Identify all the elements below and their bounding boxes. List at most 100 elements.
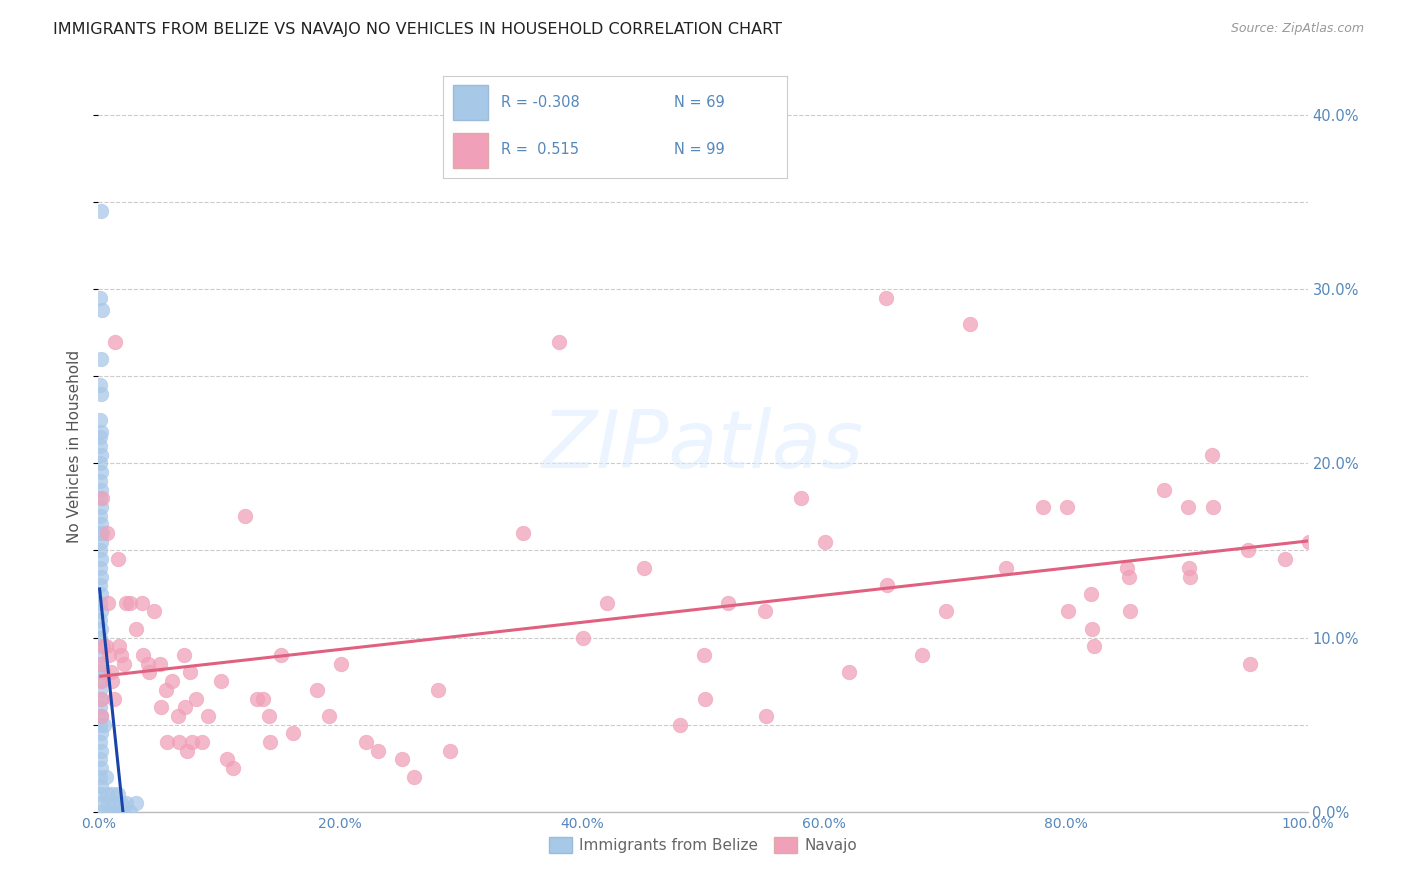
- Point: [94, 770, 117, 784]
- Point: [90, 500, 112, 514]
- Point: [89, 526, 111, 541]
- Point: [160, 674, 183, 689]
- Point: [90, 657, 112, 671]
- Point: [814, 534, 837, 549]
- Point: [790, 491, 813, 506]
- Point: [1083, 640, 1105, 654]
- Point: [252, 691, 274, 706]
- Point: [1237, 543, 1260, 558]
- Point: [1116, 561, 1139, 575]
- Point: [89, 613, 111, 627]
- Point: [1081, 622, 1104, 636]
- Point: [90, 534, 112, 549]
- Point: [307, 682, 329, 697]
- Point: [995, 561, 1018, 575]
- Point: [89, 291, 111, 305]
- Point: [90, 640, 112, 654]
- Point: [90, 657, 112, 671]
- Point: [97, 596, 120, 610]
- Point: [875, 291, 897, 305]
- Point: [1178, 561, 1201, 575]
- Point: [633, 561, 655, 575]
- Point: [90, 709, 112, 723]
- Point: [89, 491, 111, 506]
- Point: [215, 752, 238, 766]
- Point: [91, 491, 114, 506]
- Point: [512, 526, 534, 541]
- Point: [179, 665, 201, 680]
- Point: [1239, 657, 1261, 671]
- Point: [281, 726, 304, 740]
- Point: [100, 665, 122, 680]
- Point: [98, 805, 121, 819]
- Point: [89, 596, 111, 610]
- Point: [89, 543, 111, 558]
- Point: [90, 425, 112, 439]
- Point: [118, 596, 141, 610]
- Point: [90, 691, 112, 706]
- Point: [100, 787, 122, 801]
- Point: [755, 709, 778, 723]
- Point: [90, 386, 112, 401]
- Point: [1298, 534, 1320, 549]
- Point: [90, 203, 112, 218]
- Point: [149, 657, 172, 671]
- Point: [367, 744, 389, 758]
- Text: Source: ZipAtlas.com: Source: ZipAtlas.com: [1230, 22, 1364, 36]
- Point: [156, 735, 179, 749]
- Point: [180, 735, 202, 749]
- Point: [89, 717, 111, 731]
- Point: [197, 709, 219, 723]
- Point: [90, 779, 112, 793]
- Point: [1032, 500, 1054, 514]
- Point: [1118, 569, 1140, 583]
- Bar: [453, 133, 488, 168]
- Y-axis label: No Vehicles in Household: No Vehicles in Household: [67, 350, 83, 542]
- Point: [90, 709, 112, 723]
- Point: [1274, 552, 1296, 566]
- Point: [138, 665, 160, 680]
- Point: [90, 761, 112, 775]
- Point: [96, 787, 118, 801]
- Point: [717, 596, 740, 610]
- Text: N = 99: N = 99: [673, 142, 724, 157]
- Point: [1177, 500, 1199, 514]
- Point: [90, 796, 112, 810]
- Point: [107, 787, 129, 801]
- Point: [89, 631, 111, 645]
- Point: [150, 700, 173, 714]
- Point: [391, 752, 413, 766]
- Point: [1056, 500, 1078, 514]
- Point: [427, 682, 450, 697]
- Point: [90, 483, 112, 497]
- Point: [125, 796, 148, 810]
- Point: [1153, 483, 1175, 497]
- Point: [596, 596, 619, 610]
- Point: [209, 674, 232, 689]
- Point: [89, 752, 111, 766]
- Point: [754, 604, 776, 618]
- Point: [90, 351, 112, 366]
- Point: [103, 691, 125, 706]
- Point: [1201, 448, 1223, 462]
- Point: [91, 526, 114, 541]
- Point: [89, 508, 111, 523]
- Point: [174, 700, 197, 714]
- Point: [169, 735, 191, 749]
- Point: [115, 596, 138, 610]
- Point: [91, 665, 114, 680]
- Point: [176, 744, 198, 758]
- Point: [89, 413, 111, 427]
- Text: ZIPatlas: ZIPatlas: [541, 407, 865, 485]
- Point: [107, 552, 129, 566]
- Legend: Immigrants from Belize, Navajo: Immigrants from Belize, Navajo: [543, 830, 863, 859]
- Point: [90, 691, 112, 706]
- Point: [838, 665, 860, 680]
- Point: [259, 735, 281, 749]
- Point: [104, 805, 127, 819]
- Point: [108, 805, 131, 819]
- Point: [90, 674, 112, 689]
- Point: [131, 596, 153, 610]
- Point: [155, 682, 177, 697]
- Point: [876, 578, 898, 592]
